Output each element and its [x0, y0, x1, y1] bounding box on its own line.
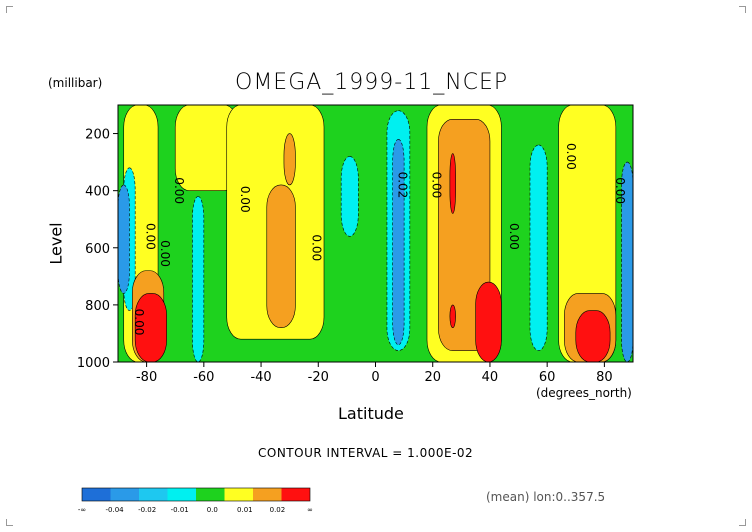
x-tick-label: 80 — [596, 370, 613, 385]
y-tick-label: 1000 — [77, 356, 110, 371]
contour-region-red — [449, 153, 456, 214]
contour-region-cyan — [192, 196, 205, 363]
colorbar-swatch — [253, 488, 282, 501]
contour-label: 0.02 — [395, 172, 409, 199]
x-axis-label: Latitude — [338, 404, 404, 423]
contour-region-orange — [283, 133, 296, 186]
contour-label: 0.00 — [144, 223, 158, 250]
chart-title: OMEGA_1999-11_NCEP — [235, 70, 509, 95]
colorbar-label: -0.04 — [106, 506, 125, 514]
x-tick-label: -20 — [308, 370, 329, 385]
x-tick-label: -60 — [193, 370, 214, 385]
x-tick-label: -40 — [250, 370, 271, 385]
colorbar-label: 0.02 — [270, 506, 286, 514]
corner-mark-top-left — [6, 6, 13, 13]
contour-region-blue — [392, 138, 405, 346]
contour-label: 0.00 — [507, 223, 521, 250]
contour-label: 0.00 — [430, 172, 444, 199]
colorbar-swatch — [224, 488, 253, 501]
colorbar-swatch — [139, 488, 168, 501]
y-tick-label: 600 — [85, 242, 110, 257]
contour-label: 0.00 — [310, 234, 324, 261]
y-tick-label: 800 — [85, 299, 110, 314]
contour-region-blue — [117, 184, 130, 294]
contour-region-red — [449, 304, 456, 329]
contour-region-orange — [266, 184, 296, 329]
colorbar-swatch — [82, 488, 111, 501]
colorbar-label: 0.0 — [207, 506, 218, 514]
contour-label: 0.00 — [158, 240, 172, 267]
colorbar-label: 0.01 — [237, 506, 253, 514]
contour-label: 0.00 — [132, 309, 146, 336]
colorbar-label: ∞ — [307, 506, 313, 514]
x-unit-label: (degrees_north) — [536, 386, 632, 400]
contour-region-cyan — [529, 144, 548, 351]
corner-mark-bottom-left — [6, 519, 13, 526]
x-tick-label: 0 — [371, 370, 379, 385]
contour-region-cyan — [340, 156, 359, 237]
contour-region-red — [575, 310, 611, 363]
colorbar-label: -0.01 — [171, 506, 189, 514]
corner-mark-bottom-right — [739, 519, 746, 526]
x-tick-label: 40 — [482, 370, 499, 385]
colorbar-swatch — [167, 488, 196, 501]
colorbar-label: -∞ — [78, 506, 86, 514]
y-tick-label: 400 — [85, 185, 110, 200]
y-unit-label: (millibar) — [48, 76, 103, 90]
mean-longitude-note: (mean) lon:0..357.5 — [486, 490, 606, 504]
x-tick-label: 60 — [539, 370, 556, 385]
x-tick-label: -80 — [136, 370, 157, 385]
colorbar-frame — [81, 487, 311, 502]
contour-label: 0.00 — [238, 186, 252, 213]
colorbar-swatch — [196, 488, 225, 501]
contour-region-red — [475, 281, 502, 363]
contour-label: 0.00 — [172, 177, 186, 204]
colorbar-label: -0.02 — [138, 506, 156, 514]
contour-interval-note: CONTOUR INTERVAL = 1.000E-02 — [258, 446, 474, 460]
corner-mark-top-right — [739, 6, 746, 13]
colorbar-swatch — [110, 488, 139, 501]
x-tick-label: 20 — [424, 370, 441, 385]
y-tick-label: 200 — [85, 128, 110, 143]
colorbar-swatch — [281, 488, 310, 501]
contour-label: 0.00 — [613, 177, 627, 204]
contour-label: 0.00 — [564, 143, 578, 170]
